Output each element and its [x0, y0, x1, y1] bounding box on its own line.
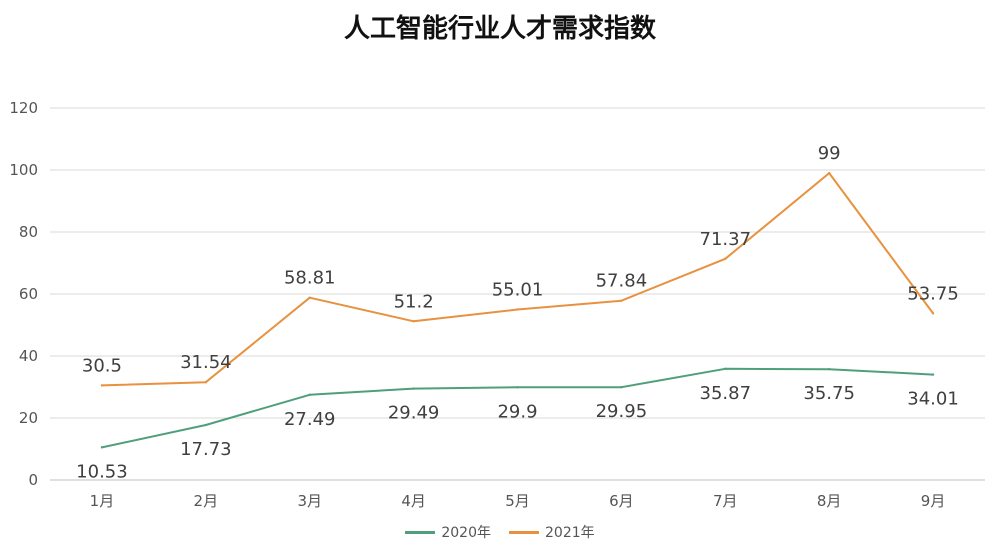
x-tick-label: 8月	[817, 492, 842, 510]
grid-lines	[50, 107, 985, 481]
legend-item: 2020年	[405, 522, 491, 542]
data-label: 34.01	[907, 389, 959, 410]
data-label: 99	[818, 143, 841, 164]
data-point	[827, 171, 831, 175]
data-label: 57.84	[596, 271, 648, 292]
y-tick-label: 0	[28, 471, 38, 489]
data-label: 27.49	[284, 409, 336, 430]
x-tick-label: 9月	[921, 492, 946, 510]
data-label: 30.5	[82, 355, 122, 376]
y-tick-label: 60	[19, 285, 38, 303]
data-label: 35.75	[803, 383, 855, 404]
data-label: 71.37	[700, 229, 752, 250]
data-label: 58.81	[284, 268, 336, 289]
chart-title: 人工智能行业人才需求指数	[343, 14, 656, 44]
data-point	[308, 393, 311, 396]
y-tick-label: 40	[19, 347, 38, 365]
data-label: 53.75	[907, 283, 959, 304]
legend: 2020年 2021年	[0, 522, 1000, 542]
x-tick-label: 2月	[194, 492, 219, 510]
data-point	[516, 308, 519, 311]
data-label: 51.2	[394, 291, 434, 312]
data-label: 31.54	[180, 352, 232, 373]
data-point	[412, 320, 415, 323]
data-point	[931, 373, 935, 376]
y-tick-label: 100	[9, 161, 38, 179]
x-tick-label: 4月	[401, 492, 426, 510]
y-axis-ticks: 0 20 40 60 80 100 120	[9, 99, 38, 489]
data-label: 29.49	[388, 403, 440, 424]
data-point	[412, 387, 415, 390]
x-tick-label: 7月	[713, 492, 738, 510]
y-tick-label: 80	[19, 223, 38, 241]
data-point	[204, 423, 208, 427]
data-labels: 10.53 17.73 27.49 29.49 29.9 29.95 35.87 35.75 3…	[76, 143, 959, 482]
series-lines	[100, 171, 935, 449]
legend-item: 2021年	[509, 522, 595, 542]
data-point	[724, 257, 727, 260]
x-tick-label: 1月	[90, 492, 115, 510]
y-tick-label: 20	[19, 409, 38, 427]
data-label: 10.53	[76, 461, 128, 482]
data-label: 29.95	[596, 401, 648, 422]
data-point	[827, 367, 831, 371]
data-label: 55.01	[492, 279, 544, 300]
x-tick-label: 5月	[505, 492, 530, 510]
x-tick-label: 6月	[609, 492, 634, 510]
data-label: 29.9	[497, 401, 537, 422]
data-point	[308, 296, 311, 299]
legend-swatch	[509, 530, 539, 534]
data-point	[620, 299, 623, 302]
data-label: 35.87	[700, 383, 752, 404]
data-point	[620, 385, 623, 389]
data-point	[100, 384, 104, 387]
data-label: 17.73	[180, 439, 232, 460]
data-point	[931, 312, 935, 315]
data-point	[724, 367, 727, 371]
data-point	[516, 386, 519, 389]
y-tick-label: 120	[9, 99, 38, 117]
legend-label: 2021年	[545, 525, 595, 541]
x-axis-ticks: 1月 2月 3月 4月 5月 6月 7月 8月 9月	[90, 492, 946, 510]
data-point	[204, 381, 208, 384]
data-point	[100, 446, 104, 449]
legend-swatch	[405, 530, 436, 534]
legend-label: 2020年	[441, 525, 491, 541]
x-tick-label: 3月	[297, 492, 322, 510]
